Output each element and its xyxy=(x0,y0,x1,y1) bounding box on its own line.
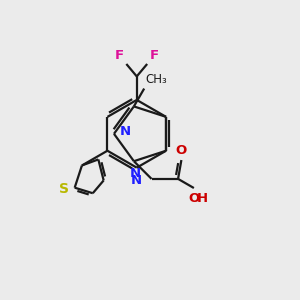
Text: N: N xyxy=(131,174,142,187)
Text: S: S xyxy=(59,182,69,196)
Text: F: F xyxy=(115,49,124,62)
Text: N: N xyxy=(130,167,141,180)
Text: CH₃: CH₃ xyxy=(146,73,167,86)
Text: F: F xyxy=(149,49,159,62)
Text: N: N xyxy=(119,125,130,138)
Text: O: O xyxy=(176,143,187,157)
Text: O: O xyxy=(188,192,200,206)
Text: H: H xyxy=(197,192,208,206)
